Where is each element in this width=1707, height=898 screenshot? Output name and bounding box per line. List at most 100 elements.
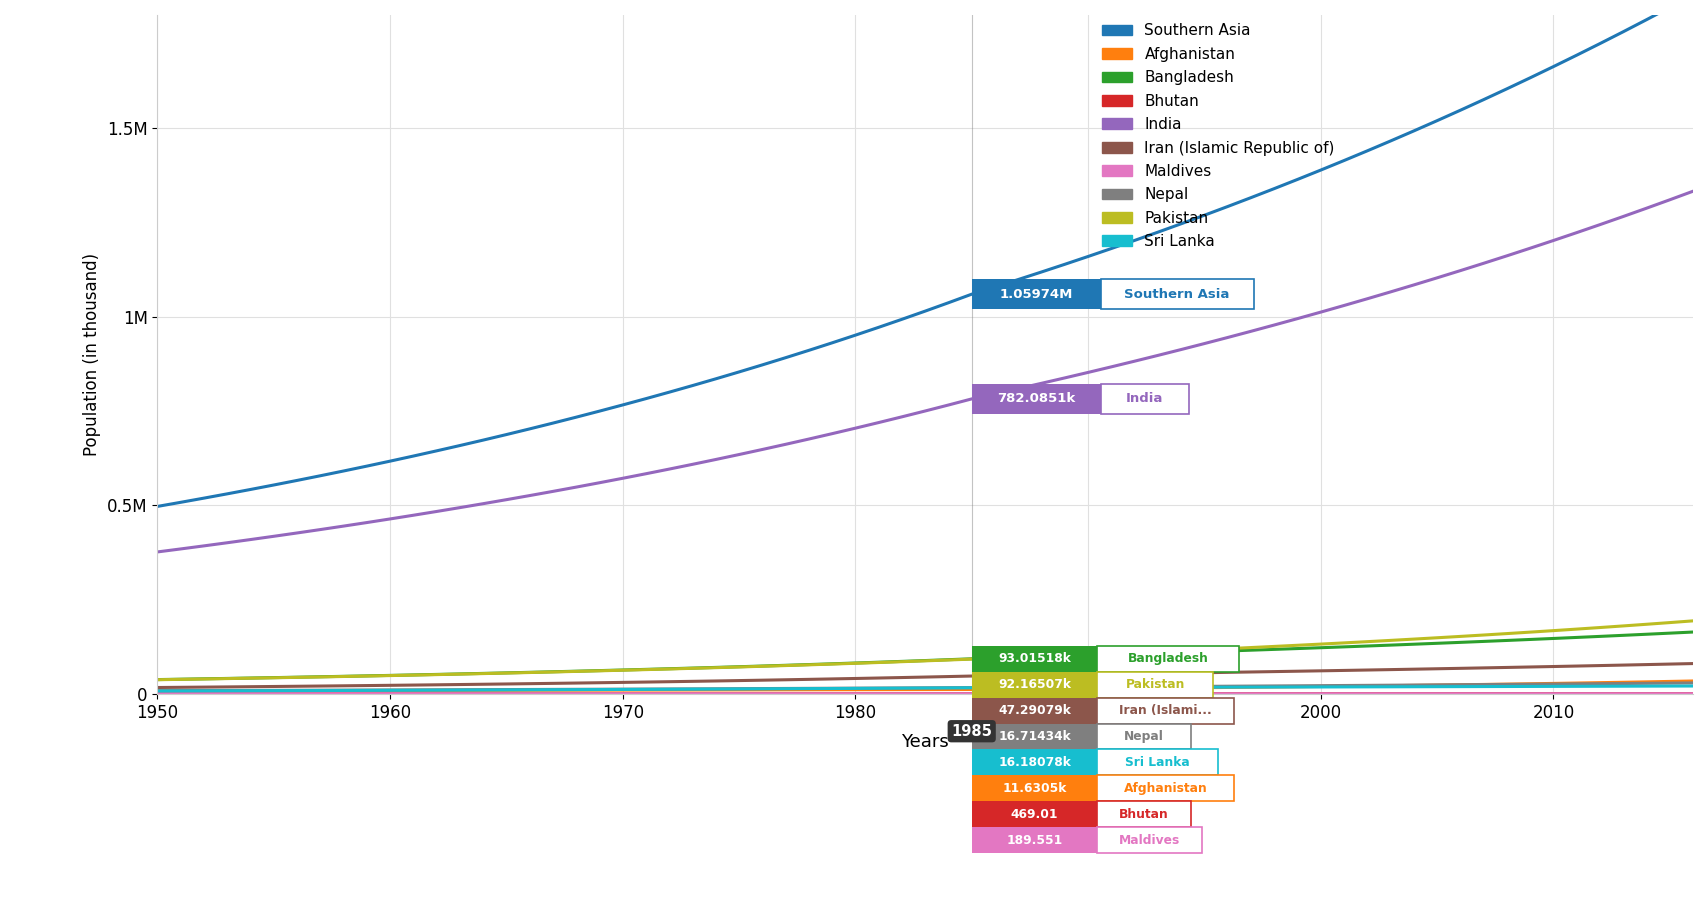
Afghanistan bbox=[147, 685, 167, 696]
Pakistan bbox=[1589, 622, 1610, 633]
Text: 16.18078k: 16.18078k bbox=[997, 756, 1070, 769]
Iran (Islamic Republic of) bbox=[1589, 660, 1610, 671]
Maldives bbox=[1589, 689, 1610, 700]
Text: 1985: 1985 bbox=[951, 724, 992, 739]
India bbox=[845, 423, 865, 434]
Bar bbox=[971, 724, 1096, 750]
Polygon shape bbox=[971, 392, 988, 407]
Iran (Islamic Republic of) bbox=[845, 674, 865, 684]
India bbox=[495, 494, 516, 505]
Nepal bbox=[845, 682, 865, 693]
Text: 16.71434k: 16.71434k bbox=[997, 730, 1070, 743]
Nepal bbox=[147, 685, 167, 696]
Line: Nepal: Nepal bbox=[157, 683, 1692, 691]
Maldives bbox=[147, 689, 167, 700]
X-axis label: Years: Years bbox=[901, 733, 949, 751]
Afghanistan bbox=[495, 685, 516, 696]
Iran (Islamic Republic of) bbox=[495, 679, 516, 690]
Iran (Islamic Republic of) bbox=[379, 680, 399, 691]
Nepal bbox=[1681, 678, 1702, 689]
Afghanistan bbox=[1309, 681, 1330, 691]
Southern Asia bbox=[379, 456, 399, 467]
Nepal bbox=[495, 684, 516, 695]
Maldives bbox=[845, 689, 865, 700]
India bbox=[1309, 307, 1330, 318]
Text: Bangladesh: Bangladesh bbox=[1127, 652, 1209, 665]
Bar bbox=[971, 775, 1096, 801]
Iran (Islamic Republic of) bbox=[1309, 665, 1330, 676]
Sri Lanka bbox=[147, 685, 167, 696]
Bangladesh bbox=[147, 674, 167, 685]
Bar bbox=[1096, 827, 1202, 853]
Southern Asia bbox=[845, 330, 865, 340]
Sri Lanka bbox=[1309, 682, 1330, 692]
Bar bbox=[971, 801, 1096, 827]
Bangladesh bbox=[775, 660, 795, 671]
Bar bbox=[1099, 384, 1188, 414]
Bangladesh bbox=[379, 670, 399, 681]
Pakistan bbox=[495, 668, 516, 679]
Text: 782.0851k: 782.0851k bbox=[997, 392, 1075, 405]
Bar bbox=[971, 750, 1096, 775]
Bhutan bbox=[1589, 688, 1610, 699]
Bangladesh bbox=[1309, 642, 1330, 653]
Bangladesh bbox=[1589, 631, 1610, 642]
Southern Asia bbox=[1589, 39, 1610, 49]
Line: Sri Lanka: Sri Lanka bbox=[157, 686, 1692, 691]
Bhutan bbox=[1309, 688, 1330, 699]
Maldives bbox=[1681, 689, 1702, 700]
Bar bbox=[971, 384, 1099, 414]
Text: Bhutan: Bhutan bbox=[1118, 807, 1168, 821]
Bhutan bbox=[495, 689, 516, 700]
Line: Southern Asia: Southern Asia bbox=[157, 0, 1692, 506]
Sri Lanka bbox=[1681, 681, 1702, 691]
Maldives bbox=[379, 689, 399, 700]
Legend: Southern Asia, Afghanistan, Bangladesh, Bhutan, India, Iran (Islamic Republic of: Southern Asia, Afghanistan, Bangladesh, … bbox=[1094, 16, 1342, 257]
Bar bbox=[1096, 750, 1217, 775]
Pakistan bbox=[147, 674, 167, 685]
Bar bbox=[1096, 775, 1234, 801]
Text: Iran (Islami...: Iran (Islami... bbox=[1118, 704, 1212, 718]
Bhutan bbox=[379, 689, 399, 700]
India bbox=[379, 514, 399, 524]
Afghanistan bbox=[775, 684, 795, 695]
Nepal bbox=[775, 683, 795, 694]
Text: 47.29079k: 47.29079k bbox=[997, 704, 1070, 718]
Bar bbox=[1096, 698, 1234, 724]
Maldives bbox=[495, 689, 516, 700]
Bar bbox=[971, 646, 1096, 672]
Bhutan bbox=[775, 689, 795, 700]
Pakistan bbox=[775, 660, 795, 671]
Bangladesh bbox=[1681, 627, 1702, 638]
Southern Asia bbox=[147, 501, 167, 512]
Text: Afghanistan: Afghanistan bbox=[1123, 782, 1207, 795]
India bbox=[775, 439, 795, 450]
Afghanistan bbox=[1589, 677, 1610, 688]
Southern Asia bbox=[495, 429, 516, 440]
India bbox=[147, 547, 167, 558]
Nepal bbox=[1589, 678, 1610, 689]
Bar bbox=[1099, 279, 1253, 309]
Afghanistan bbox=[1681, 675, 1702, 686]
Bar bbox=[971, 698, 1096, 724]
Bhutan bbox=[1681, 688, 1702, 699]
Iran (Islamic Republic of) bbox=[147, 682, 167, 693]
Text: Southern Asia: Southern Asia bbox=[1123, 287, 1229, 301]
Nepal bbox=[379, 684, 399, 695]
Bar bbox=[1096, 801, 1190, 827]
Text: 11.6305k: 11.6305k bbox=[1002, 782, 1067, 795]
Sri Lanka bbox=[775, 683, 795, 694]
Southern Asia bbox=[775, 352, 795, 363]
Text: 189.551: 189.551 bbox=[1005, 833, 1062, 847]
Bangladesh bbox=[495, 667, 516, 678]
Y-axis label: Population (in thousand): Population (in thousand) bbox=[84, 253, 101, 456]
Sri Lanka bbox=[845, 683, 865, 694]
India bbox=[1681, 186, 1702, 197]
Bar bbox=[1096, 672, 1212, 698]
Line: Pakistan: Pakistan bbox=[157, 621, 1692, 680]
Afghanistan bbox=[845, 684, 865, 695]
Sri Lanka bbox=[1589, 681, 1610, 691]
Text: Sri Lanka: Sri Lanka bbox=[1125, 756, 1190, 769]
Bar bbox=[1096, 646, 1239, 672]
Text: Maldives: Maldives bbox=[1118, 833, 1180, 847]
